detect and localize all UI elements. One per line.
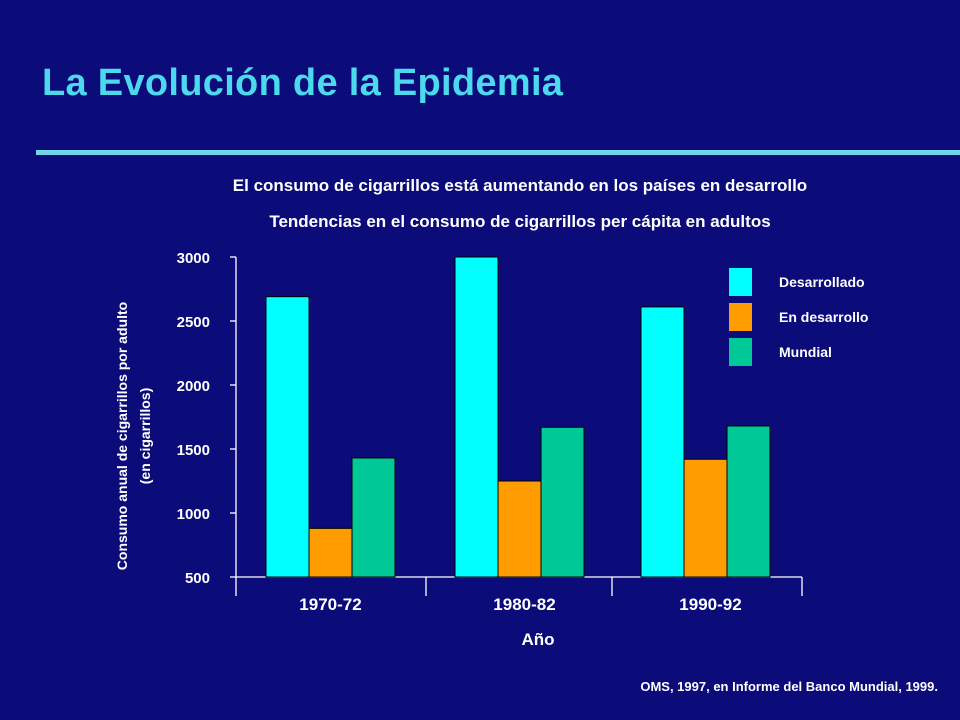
chart-subtitle: Tendencias en el consumo de cigarrillos … [269,212,771,231]
y-tick-label: 2000 [177,378,210,395]
bar-en-desarrollo [497,480,542,578]
slide-title: La Evolución de la Epidemia [42,62,564,104]
bar-mundial [540,426,585,578]
y-tick-label: 500 [185,570,210,587]
y-tick-label: 1000 [177,506,210,523]
bar-desarrollado [640,306,685,578]
bar-en-desarrollo [308,527,353,578]
chart-title: El consumo de cigarrillos está aumentand… [232,176,808,195]
bar-desarrollado [454,256,499,578]
legend-label: En desarrollo [779,309,868,325]
legend-label: Desarrollado [779,274,865,290]
x-tick-label: 1970-72 [299,595,361,614]
x-tick-label: 1990-92 [679,595,741,614]
bar-mundial [351,457,396,578]
y-tick-label: 3000 [177,250,210,267]
y-axis-label: Consumo anual de cigarrillos por adulto [114,302,130,570]
legend-swatch [729,338,752,366]
bar-desarrollado [265,296,310,578]
legend-swatch [729,303,752,331]
bar-mundial [726,425,771,578]
y-tick-label: 2500 [177,314,210,331]
source-citation: OMS, 1997, en Informe del Banco Mundial,… [640,679,938,694]
y-tick-label: 1500 [177,442,210,459]
legend-label: Mundial [779,344,832,360]
x-tick-label: 1980-82 [493,595,555,614]
y-axis-label-units: (en cigarrillos) [137,388,153,484]
x-axis-label: Año [521,630,554,649]
legend-swatch [729,268,752,296]
title-divider [36,150,960,155]
bar-en-desarrollo [683,458,728,578]
